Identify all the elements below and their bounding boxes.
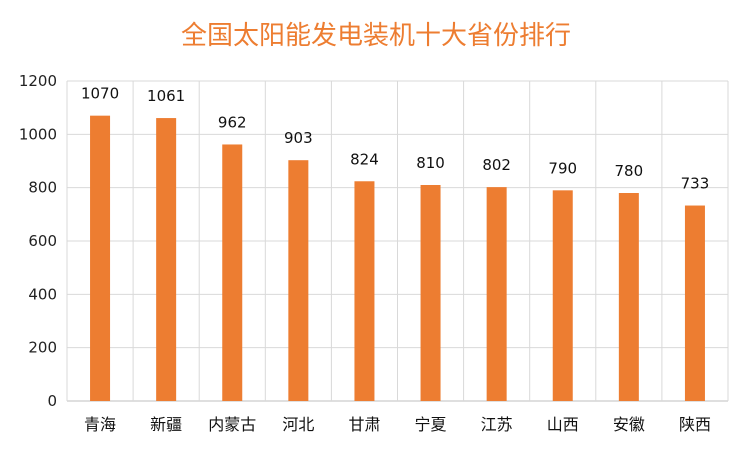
x-tick-label: 安徽 bbox=[613, 415, 645, 434]
x-tick-label: 河北 bbox=[282, 415, 314, 434]
bar bbox=[420, 185, 441, 401]
y-tick-label: 400 bbox=[28, 285, 57, 303]
data-label: 903 bbox=[284, 129, 313, 147]
x-tick-label: 内蒙古 bbox=[208, 415, 256, 434]
bar bbox=[486, 187, 507, 401]
bar bbox=[552, 190, 573, 401]
data-label: 1070 bbox=[81, 85, 119, 103]
y-tick-label: 1000 bbox=[19, 125, 57, 143]
data-labels: 1070 1061 962 903 824 810 802 790 780 733 bbox=[81, 85, 709, 193]
x-tick-label: 陕西 bbox=[679, 415, 711, 434]
x-tick-label: 宁夏 bbox=[415, 415, 447, 434]
chart-title: 全国太阳能发电装机十大省份排行 bbox=[181, 21, 571, 51]
data-label: 790 bbox=[548, 159, 577, 177]
y-tick-label: 800 bbox=[28, 179, 57, 197]
bar bbox=[156, 118, 177, 402]
data-label: 810 bbox=[416, 154, 445, 172]
data-label: 824 bbox=[350, 150, 379, 168]
x-tick-label: 青海 bbox=[84, 415, 116, 434]
bars bbox=[90, 115, 705, 402]
bar bbox=[222, 144, 243, 401]
x-tick-label: 山西 bbox=[547, 415, 579, 434]
y-tick-label: 1200 bbox=[19, 72, 57, 90]
x-tick-label: 江苏 bbox=[481, 415, 513, 434]
data-label: 733 bbox=[681, 175, 710, 193]
x-axis-categories: 青海 新疆 内蒙古 河北 甘肃 宁夏 江苏 山西 安徽 陕西 bbox=[84, 415, 711, 434]
y-tick-label: 0 bbox=[47, 392, 57, 410]
bar bbox=[618, 193, 639, 401]
y-tick-label: 600 bbox=[28, 232, 57, 250]
y-tick-label: 200 bbox=[28, 339, 57, 357]
bar bbox=[288, 160, 309, 401]
x-tick-label: 甘肃 bbox=[348, 415, 380, 434]
data-label: 802 bbox=[482, 156, 511, 174]
data-label: 962 bbox=[218, 113, 247, 131]
data-label: 1061 bbox=[147, 87, 185, 105]
bar bbox=[90, 115, 111, 402]
bar bbox=[684, 205, 705, 401]
gridlines bbox=[66, 80, 729, 402]
x-tick-label: 新疆 bbox=[150, 415, 182, 434]
bar bbox=[354, 181, 375, 401]
y-axis-ticks: 0 200 400 600 800 1000 1200 bbox=[19, 72, 57, 410]
data-label: 780 bbox=[615, 162, 644, 180]
